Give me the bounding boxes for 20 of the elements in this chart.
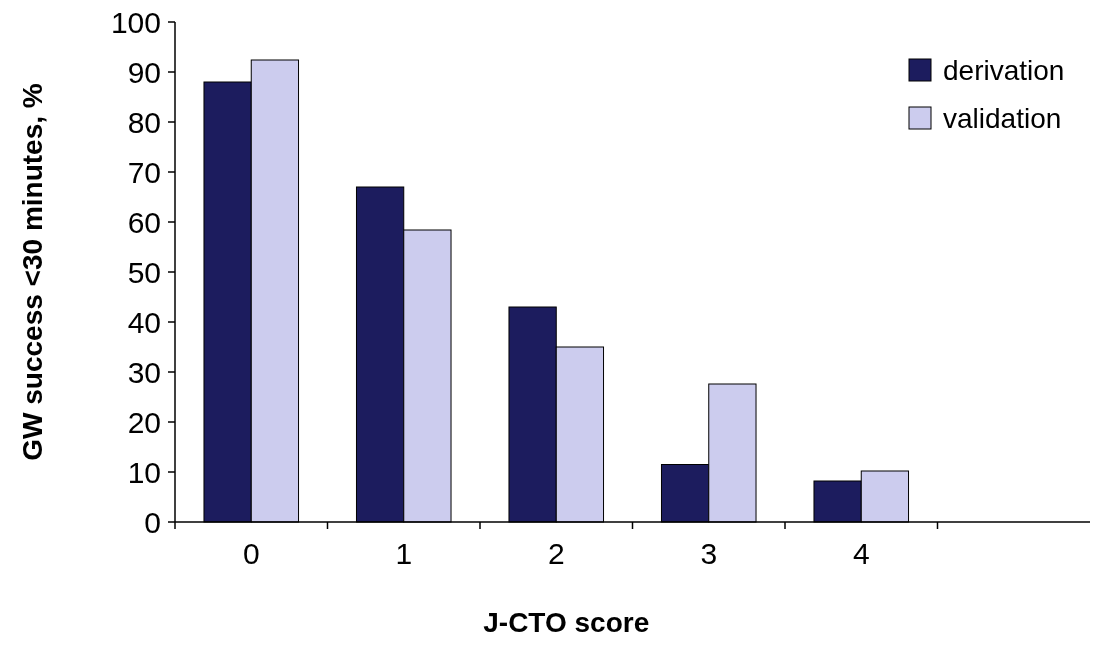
y-tick-label: 20 <box>127 405 161 439</box>
y-tick-label: 50 <box>127 255 161 289</box>
y-tick-label: 80 <box>127 105 161 139</box>
x-tick-label: 4 <box>852 537 870 570</box>
x-tick-label: 3 <box>700 537 718 570</box>
y-tick-label: 0 <box>144 505 161 539</box>
y-tick-label: 100 <box>110 5 161 39</box>
y-tick-label: 30 <box>127 355 161 389</box>
y-tick-label: 90 <box>127 55 161 89</box>
y-tick-label: 10 <box>127 455 161 489</box>
x-axis-title: J-CTO score <box>483 607 650 638</box>
legend-label: validation <box>943 102 1062 134</box>
y-tick-label: 70 <box>127 155 161 189</box>
y-tick-label: 40 <box>127 305 161 339</box>
y-tick-label: 60 <box>127 205 161 239</box>
x-tick-label: 1 <box>395 537 413 570</box>
x-tick-label: 0 <box>242 537 260 570</box>
x-tick-label: 2 <box>547 537 565 570</box>
y-axis-title: GW success <30 minutes, % <box>17 83 48 461</box>
legend-label: derivation <box>943 54 1065 86</box>
